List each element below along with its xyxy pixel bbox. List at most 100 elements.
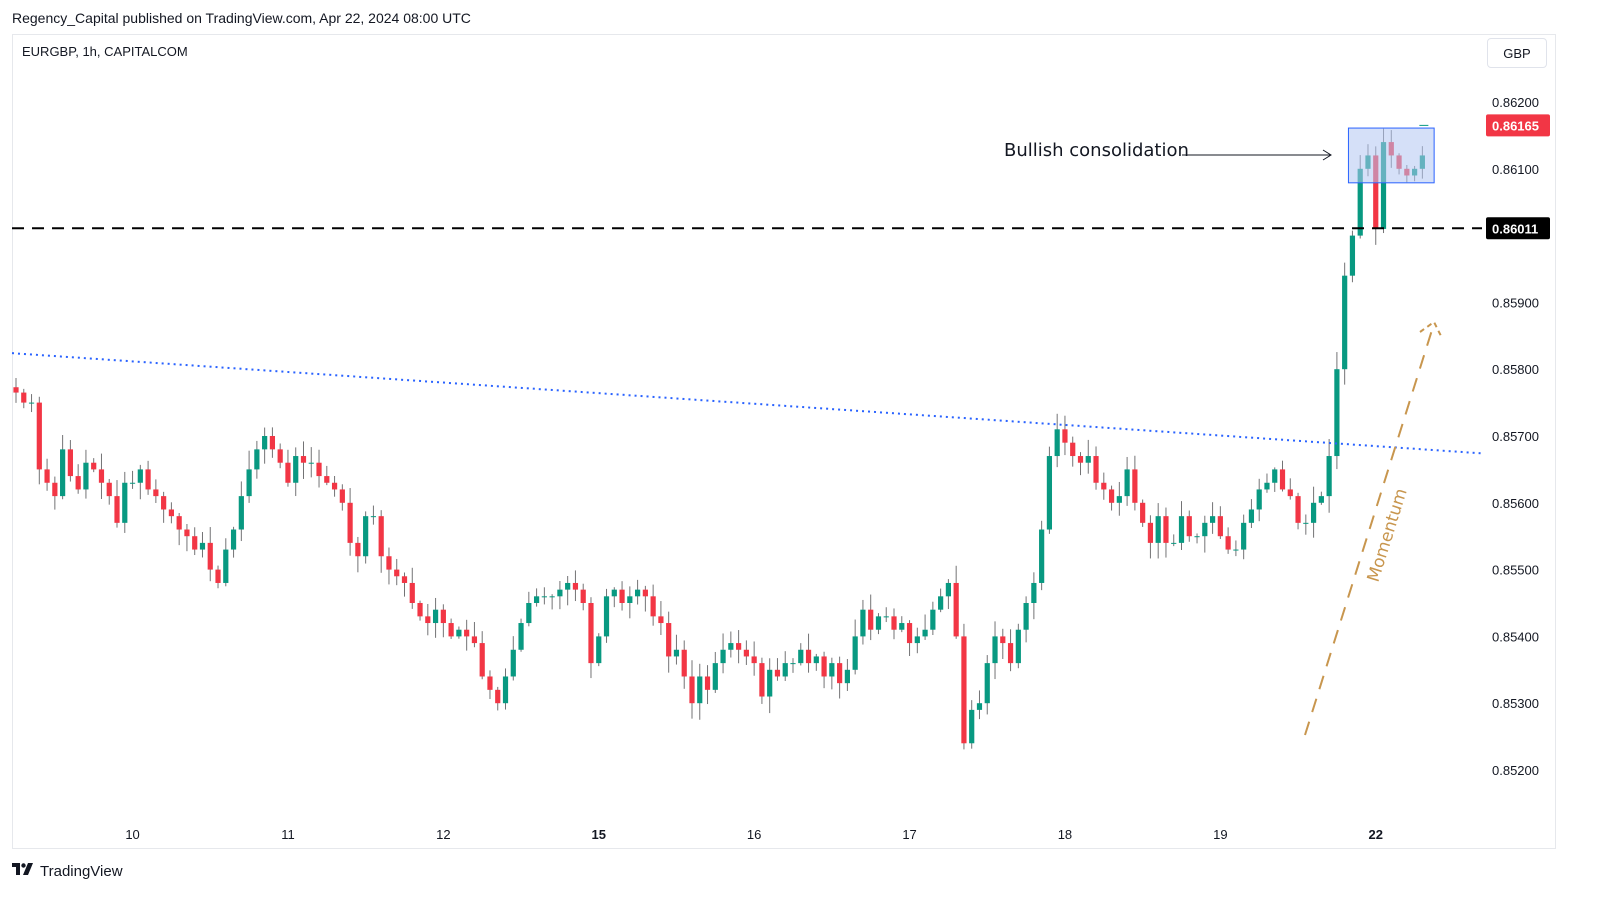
candle — [899, 616, 905, 633]
trendline[interactable] — [11, 352, 1483, 455]
candle — [1007, 629, 1014, 672]
arrow-head-icon — [1322, 149, 1332, 161]
candle — [642, 585, 648, 612]
time-axis: 10 11 12 15 16 17 18 19 22 — [125, 827, 1383, 842]
candle — [1248, 499, 1255, 529]
candle — [355, 536, 361, 573]
candle — [712, 651, 718, 693]
candle — [945, 579, 951, 610]
candle — [409, 567, 415, 609]
candle — [331, 475, 338, 497]
candle — [230, 526, 237, 558]
price-tick-label: 0.85400 — [1492, 629, 1539, 644]
candle — [238, 481, 244, 542]
candle — [114, 480, 120, 528]
candle — [106, 478, 112, 505]
candle — [1256, 478, 1262, 522]
candle — [13, 378, 19, 403]
candle — [1225, 527, 1231, 554]
currency-button[interactable]: GBP — [1487, 38, 1547, 68]
candle — [1342, 262, 1348, 385]
tradingview-logo-icon — [12, 862, 34, 880]
candle — [541, 587, 547, 605]
candle — [1209, 502, 1216, 534]
candle — [1241, 514, 1247, 560]
candle — [168, 502, 174, 524]
candle — [1093, 446, 1099, 490]
candle — [1171, 534, 1177, 547]
candle — [122, 471, 128, 533]
candle — [464, 619, 470, 651]
candle — [852, 619, 858, 675]
candle — [580, 583, 586, 611]
candle — [627, 586, 633, 619]
candle — [199, 532, 206, 558]
date-tick-label: 19 — [1213, 827, 1227, 842]
candle — [774, 658, 781, 681]
date-tick-label: 11 — [281, 827, 295, 842]
candle — [1217, 506, 1223, 539]
candle — [1077, 452, 1084, 476]
candle — [798, 643, 804, 666]
candle — [930, 601, 936, 636]
candle — [868, 594, 874, 641]
last-price-tag: 0.86165 — [1486, 114, 1550, 137]
candle — [588, 597, 594, 679]
date-tick-label: 12 — [436, 827, 450, 842]
candle — [300, 441, 307, 479]
price-tick-label: 0.85600 — [1492, 496, 1539, 511]
candle — [432, 597, 439, 638]
candle — [137, 464, 143, 500]
date-tick-label: 22 — [1369, 827, 1383, 842]
candle — [308, 447, 314, 478]
price-tick-label: 0.85200 — [1492, 763, 1539, 778]
candle — [510, 636, 516, 681]
momentum-arrow — [1304, 329, 1433, 736]
candle — [666, 611, 672, 673]
candle — [254, 440, 260, 479]
momentum-arrow-head-icon — [1419, 320, 1443, 339]
candle — [914, 627, 920, 654]
candle — [1334, 352, 1340, 470]
candle — [1186, 510, 1192, 542]
candle — [1132, 455, 1138, 511]
candle — [860, 599, 866, 645]
candle — [526, 591, 532, 627]
candle — [635, 579, 641, 605]
svg-text:0.86011: 0.86011 — [1492, 221, 1538, 236]
candle — [681, 640, 687, 689]
publisher-line: Regency_Capital published on TradingView… — [12, 10, 471, 26]
candle — [1264, 473, 1270, 493]
candle — [961, 623, 967, 750]
candle — [1303, 514, 1309, 535]
date-tick-label: 16 — [747, 827, 761, 842]
candle — [502, 668, 509, 710]
momentum-label: Momentum — [1364, 486, 1412, 584]
candle — [1318, 491, 1324, 505]
candle — [324, 465, 330, 486]
price-tick-label: 0.85300 — [1492, 696, 1539, 711]
date-tick-label: 10 — [125, 827, 139, 842]
candle — [1124, 456, 1130, 506]
price-tick-label: 0.85500 — [1492, 563, 1539, 578]
candle — [1031, 572, 1037, 620]
candle — [91, 458, 97, 473]
candle — [572, 570, 579, 602]
candle — [52, 476, 58, 510]
candle — [1000, 628, 1006, 659]
candle — [145, 460, 151, 495]
price-tick-label: 0.85700 — [1492, 429, 1539, 444]
tradingview-brand[interactable]: TradingView — [12, 862, 123, 880]
candle — [790, 658, 796, 673]
candle — [829, 657, 835, 690]
candle — [689, 660, 695, 719]
candle — [293, 447, 299, 497]
candle — [285, 449, 291, 487]
chart-frame — [12, 34, 1556, 849]
candle — [992, 621, 998, 680]
candle — [1070, 436, 1076, 467]
candle — [223, 538, 229, 587]
candle — [153, 479, 159, 503]
overlays-layer — [11, 124, 1483, 736]
